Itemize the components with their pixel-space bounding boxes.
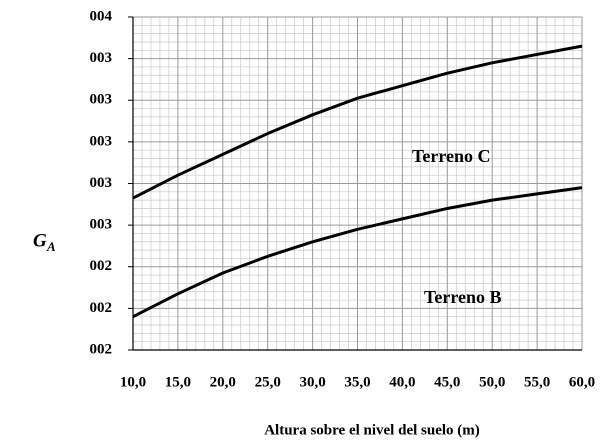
x-tick-label: 25,0: [255, 374, 281, 390]
x-tick-label: 50,0: [479, 374, 505, 390]
x-tick-label: 10,0: [120, 374, 146, 390]
y-tick-label: 003: [90, 217, 113, 233]
x-tick-label: 35,0: [344, 374, 370, 390]
x-tick-label: 30,0: [299, 374, 325, 390]
x-axis-label: Altura sobre el nivel del suelo (m): [264, 422, 480, 438]
x-tick-label: 60,0: [569, 374, 595, 390]
x-tick-label: 45,0: [434, 374, 460, 390]
y-tick-label: 002: [90, 341, 113, 357]
y-tick-label: 002: [90, 258, 113, 274]
x-tick-label: 55,0: [524, 374, 550, 390]
x-tick-label: 15,0: [165, 374, 191, 390]
x-tick-label: 20,0: [210, 374, 236, 390]
series-label: Terreno C: [412, 146, 491, 166]
series-label: Terreno B: [424, 287, 502, 307]
y-tick-label: 003: [90, 92, 113, 108]
line: [132, 44, 583, 200]
y-axis-label: G: [33, 230, 47, 251]
x-tick-label: 40,0: [389, 374, 415, 390]
grid: [132, 16, 583, 351]
line: [132, 186, 583, 319]
y-tick-label: 002: [90, 300, 113, 316]
y-axis-label-sub: A: [46, 239, 56, 254]
y-tick-label: 003: [90, 175, 113, 191]
y-tick-label: 004: [90, 8, 113, 24]
y-tick-label: 003: [90, 50, 113, 66]
y-tick-label: 003: [90, 133, 113, 149]
